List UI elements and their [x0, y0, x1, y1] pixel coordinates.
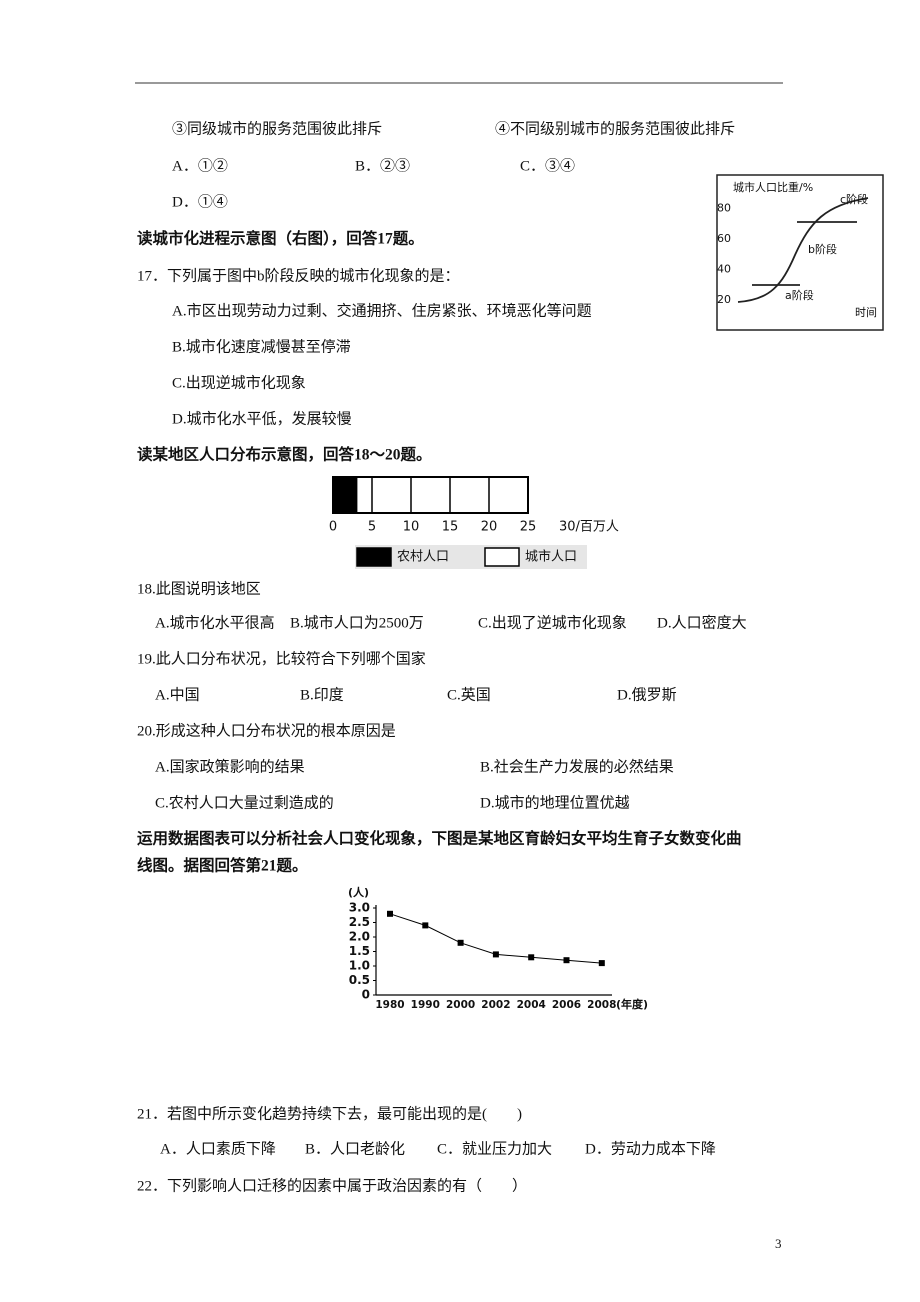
option: C.出现了逆城市化现象: [478, 614, 627, 631]
data-point: [387, 910, 393, 917]
legend-label: 城市人口: [525, 549, 577, 565]
y-tick-label: 1.5: [349, 944, 370, 958]
option: B.社会生产力发展的必然结果: [480, 758, 674, 775]
y-tick-label: 2.5: [349, 915, 370, 929]
x-tick-label: 2002: [481, 999, 510, 1011]
option: D．①④: [172, 193, 228, 210]
question-stem: 22．下列影响人口迁移的因素中属于政治因素的有（ ）: [137, 1177, 527, 1194]
x-tick-label: 1980: [375, 999, 404, 1011]
y-tick-label: 1.0: [349, 959, 370, 973]
intro: 运用数据图表可以分析社会人口变化现象，下图是某地区育龄妇女平均生育子女数变化曲: [137, 829, 742, 848]
data-point: [422, 922, 429, 929]
option: A．人口素质下降: [160, 1140, 276, 1157]
x-tick-label: 25: [520, 520, 537, 535]
axis-label: 城市人口比重/%: [733, 180, 813, 194]
option: C.英国: [447, 685, 491, 703]
option: A.市区出现劳动力过剩、交通拥挤、住房紧张、环境恶化等问题: [172, 301, 592, 319]
stage-label: a阶段: [785, 288, 814, 302]
option: B.城市人口为2500万: [290, 614, 424, 631]
option: A.城市化水平很高: [155, 614, 275, 631]
axis-label: (人): [348, 885, 369, 899]
intro: 读城市化进程示意图（右图），回答17题。: [137, 229, 424, 248]
legend-swatch: [356, 547, 392, 567]
legend-background: [355, 545, 587, 569]
page-number: 3: [775, 1236, 782, 1251]
x-tick-label: 20: [481, 520, 498, 535]
y-tick-label: 80: [717, 201, 731, 214]
stage-label: b阶段: [808, 242, 837, 256]
option: B．人口老龄化: [305, 1140, 405, 1157]
data-point: [528, 954, 535, 961]
y-tick-label: 40: [717, 262, 731, 275]
option: D．劳动力成本下降: [585, 1140, 716, 1157]
option: C．就业压力加大: [437, 1140, 552, 1157]
y-tick-label: 3.0: [349, 901, 370, 915]
x-tick-label: 0: [329, 520, 337, 535]
axis-label: (年度): [616, 997, 648, 1011]
x-tick-label: 2006: [552, 999, 581, 1011]
option: B．②③: [355, 157, 410, 174]
data-point: [457, 939, 464, 946]
option: A.中国: [155, 686, 200, 703]
y-tick-label: 60: [717, 232, 731, 245]
question-stem: 21．若图中所示变化趋势持续下去，最可能出现的是( ): [137, 1105, 522, 1122]
x-tick-label: 2004: [517, 999, 546, 1011]
question-stem: 18.此图说明该地区: [137, 580, 261, 597]
legend-swatch: [484, 547, 520, 567]
option: B.印度: [300, 686, 344, 703]
legend-label: 农村人口: [397, 550, 449, 565]
x-tick-label: 10: [403, 520, 420, 535]
data-point: [598, 960, 605, 967]
option: A.国家政策影响的结果: [155, 758, 305, 775]
x-tick-label: 30/百万人: [559, 520, 619, 535]
bar-segment: [355, 476, 529, 514]
x-tick-label: 2008: [587, 999, 616, 1011]
intro: 线图。据图回答第21题。: [137, 856, 308, 875]
bar-segment: [332, 476, 358, 514]
option: B.城市化速度减慢甚至停滞: [172, 338, 351, 355]
option: D.城市化水平低，发展较慢: [172, 409, 352, 427]
x-tick-label: 2000: [446, 999, 475, 1011]
stage-label: c阶段: [840, 192, 868, 206]
y-tick-label: 0: [362, 988, 370, 1002]
option: D.城市的地理位置优越: [480, 794, 630, 811]
option: A．①②: [172, 157, 228, 174]
question-stem: 20.形成这种人口分布状况的根本原因是: [137, 722, 396, 739]
question-stem: 19.此人口分布状况，比较符合下列哪个国家: [137, 649, 426, 667]
option: D.人口密度大: [657, 614, 747, 631]
x-tick-label: 15: [442, 520, 459, 535]
y-tick-label: 2.0: [349, 930, 370, 944]
question-stem: 17．下列属于图中b阶段反映的城市化现象的是：: [137, 267, 460, 284]
option: C.出现逆城市化现象: [172, 374, 306, 391]
data-point: [492, 951, 499, 958]
urbanization-curve: [737, 197, 869, 303]
option: C.农村人口大量过剩造成的: [155, 794, 334, 811]
statement: ③同级城市的服务范围彼此排斥: [172, 120, 382, 137]
intro: 读某地区人口分布示意图，回答18～20题。: [137, 445, 432, 464]
data-point: [563, 957, 570, 964]
y-tick-label: 20: [717, 293, 731, 306]
option: D.俄罗斯: [617, 686, 677, 703]
figure-frame: [716, 174, 884, 331]
statement: ④不同级别城市的服务范围彼此排斥: [495, 120, 735, 137]
x-tick-label: 1990: [411, 999, 440, 1011]
y-tick-label: 0.5: [349, 973, 370, 987]
x-tick-label: 5: [368, 520, 376, 535]
axis-label: 时间: [855, 306, 877, 319]
option: C．③④: [520, 157, 575, 174]
